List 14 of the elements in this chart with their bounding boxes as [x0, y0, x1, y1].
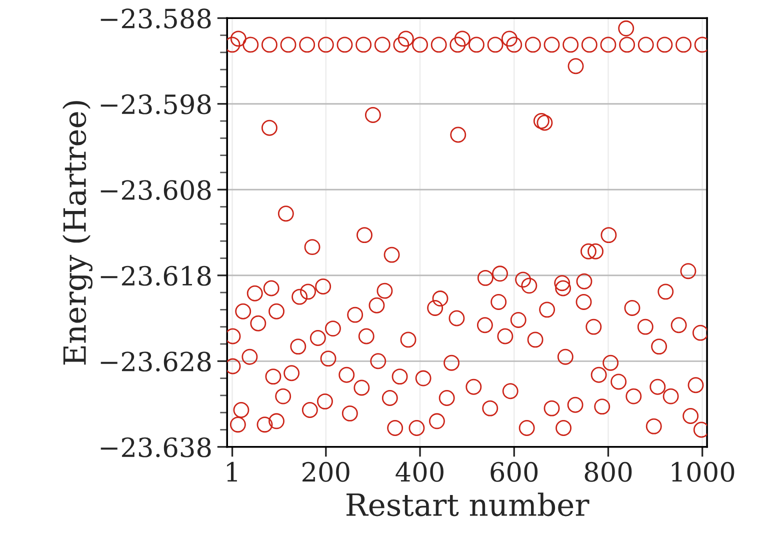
- y-tick-label: −23.638: [100, 437, 211, 458]
- x-tick-label: 1: [227, 462, 237, 482]
- x-tick-label: 200: [302, 462, 350, 482]
- x-axis-title: Restart number: [346, 492, 590, 516]
- x-tick-label: 400: [396, 462, 444, 482]
- x-tick-label: 800: [584, 462, 632, 482]
- y-tick-label: −23.598: [100, 94, 211, 114]
- x-tick-label: 600: [490, 462, 538, 482]
- x-tick-label: 1000: [672, 462, 734, 482]
- y-tick-label: −23.608: [100, 180, 211, 200]
- y-tick-label: −23.588: [100, 8, 211, 29]
- y-axis-title: Energy (Hartree): [62, 101, 93, 365]
- y-tick-label: −23.618: [100, 266, 211, 286]
- y-tick-label: −23.628: [100, 352, 211, 372]
